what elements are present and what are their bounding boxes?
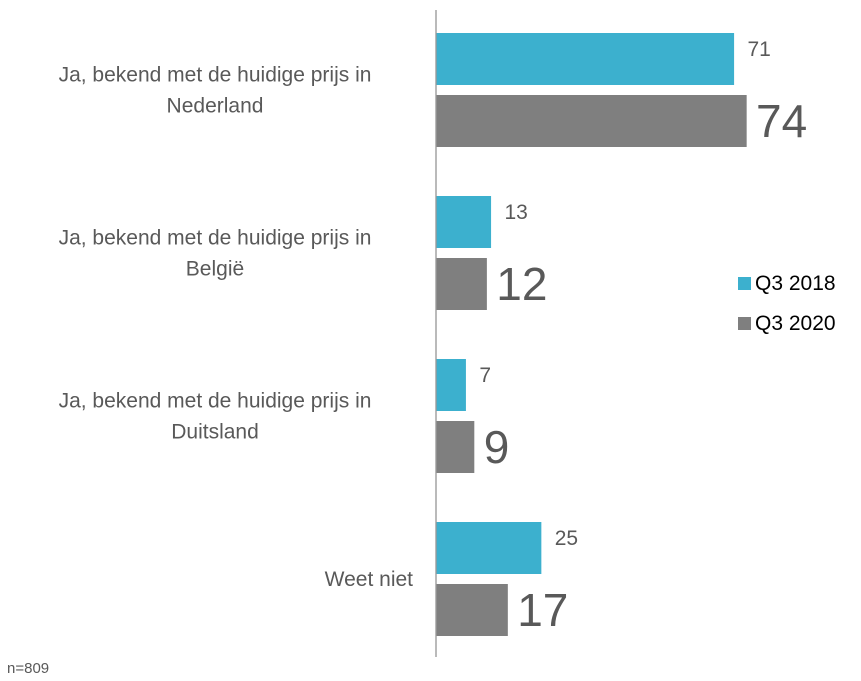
bar-q3-2020-3	[436, 584, 508, 636]
sample-size-note: n=809	[7, 660, 49, 677]
bars-layer	[436, 33, 747, 636]
value-labels-layer: 71 74 13 12 7 9 25 17	[479, 38, 807, 636]
value-label-q3-2018-1: 13	[504, 201, 527, 224]
category-label-0: Ja, bekend met de huidige prijs in Nederl…	[59, 64, 372, 118]
category-label-line: Weet niet	[325, 568, 413, 591]
value-label-q3-2020-3: 17	[517, 584, 568, 636]
bar-q3-2020-1	[436, 258, 487, 310]
category-label-3: Weet niet	[325, 568, 413, 591]
bar-q3-2018-3	[436, 522, 542, 574]
category-label-line: Nederland	[167, 95, 264, 118]
legend-label-q3-2018: Q3 2018	[755, 272, 836, 295]
value-label-q3-2018-2: 7	[479, 364, 491, 387]
category-label-1: Ja, bekend met de huidige prijs in België	[59, 227, 372, 281]
bar-q3-2018-1	[436, 196, 492, 248]
legend: Q3 2018 Q3 2020	[738, 272, 836, 335]
value-label-q3-2018-3: 25	[555, 527, 578, 550]
legend-swatch-q3-2018	[738, 277, 751, 290]
value-label-q3-2018-0: 71	[747, 38, 770, 61]
legend-swatch-q3-2020	[738, 317, 751, 330]
category-labels-layer: Ja, bekend met de huidige prijs in Nederl…	[59, 64, 414, 592]
bar-q3-2020-0	[436, 95, 747, 147]
category-label-line: Ja, bekend met de huidige prijs in	[59, 227, 372, 250]
value-label-q3-2020-0: 74	[756, 95, 807, 147]
category-label-2: Ja, bekend met de huidige prijs in Duitsl…	[59, 390, 372, 444]
category-label-line: Ja, bekend met de huidige prijs in	[59, 390, 372, 413]
category-label-line: Duitsland	[171, 421, 259, 444]
value-label-q3-2020-1: 12	[496, 258, 547, 310]
value-label-q3-2020-2: 9	[484, 421, 510, 473]
bar-q3-2018-0	[436, 33, 735, 85]
category-label-line: België	[186, 258, 244, 281]
bar-q3-2018-2	[436, 359, 466, 411]
legend-label-q3-2020: Q3 2020	[755, 312, 836, 335]
category-label-line: Ja, bekend met de huidige prijs in	[59, 64, 372, 87]
bar-q3-2020-2	[436, 421, 475, 473]
